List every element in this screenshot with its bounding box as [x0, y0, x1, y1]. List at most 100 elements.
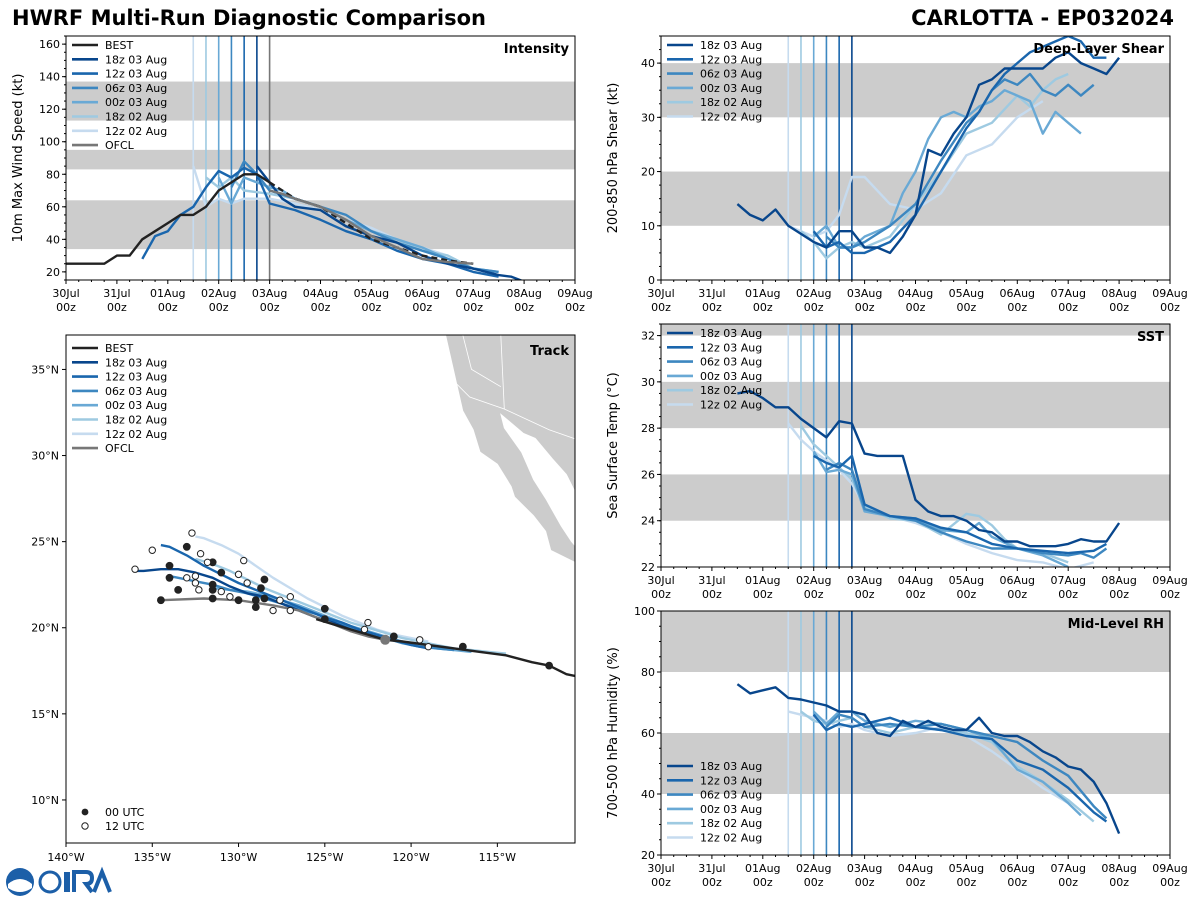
- legend-label: 18z 03 Aug: [105, 53, 167, 66]
- legend-label: OFCL: [105, 139, 135, 152]
- marker-00utc: [545, 661, 554, 670]
- marker-00utc: [320, 615, 329, 624]
- marker-12utc: [191, 572, 200, 580]
- x-tick-label: 00z: [855, 301, 875, 314]
- x-tick-label: 00z: [957, 588, 977, 601]
- x-tick-label: 00z: [753, 876, 773, 889]
- legend-label: 18z 03 Aug: [700, 39, 762, 52]
- shade-band: [661, 63, 1170, 118]
- legend-marker-00utc: [81, 808, 89, 816]
- y-tick-label: 60: [641, 727, 655, 740]
- series-line-r18z02: [800, 72, 1069, 260]
- x-tick-label: 05Aug: [354, 287, 389, 300]
- x-tick-label: 06Aug: [1000, 287, 1035, 300]
- y-axis: 20 40 60 80 100 120 140 160: [39, 35, 66, 281]
- marker-12utc: [196, 549, 205, 558]
- x-tick-label: 04Aug: [898, 287, 933, 300]
- marker-00utc: [458, 642, 467, 651]
- legend-label: 12z 03 Aug: [700, 341, 762, 354]
- marker-00utc: [251, 603, 260, 611]
- x-tick-label: 00z: [1160, 876, 1180, 889]
- marker-00utc: [174, 585, 183, 594]
- x-tick-label: 00z: [565, 301, 585, 314]
- shade-band: [661, 733, 1170, 794]
- marker-00utc: [251, 596, 260, 605]
- map-axes: 140°W 135°W 130°W 125°W 120°W 115°W 10°N 15°N 20…: [31, 363, 516, 864]
- panel-sst: 22242628303230Jul00z31Jul00z01Aug00z02Au…: [606, 323, 1188, 601]
- plot-area: [661, 36, 1170, 280]
- x-tick-label: 02Aug: [796, 287, 831, 300]
- marker-12utc: [286, 593, 295, 601]
- y-tick-label: 100: [39, 136, 60, 149]
- y-tick-label: 40: [46, 233, 60, 246]
- panel-rh: 2040608010030Jul00z31Jul00z01Aug00z02Aug…: [606, 605, 1188, 889]
- legend-label: 12z 02 Aug: [700, 832, 762, 845]
- y-tick-label: 30: [641, 376, 655, 389]
- x-tick-label: 00z: [906, 876, 926, 889]
- marker-12utc: [183, 574, 191, 582]
- marker-00utc: [208, 594, 217, 603]
- x-tick-label: 04Aug: [898, 574, 933, 587]
- marker-00utc: [320, 604, 329, 613]
- x-tick-label: 31Jul: [698, 574, 725, 587]
- y-tick-label: 10°N: [31, 794, 59, 807]
- marker-00utc: [165, 573, 174, 582]
- marker-00utc: [217, 568, 226, 577]
- marker-00utc: [182, 542, 191, 551]
- track-line-ofcl: [160, 597, 386, 641]
- shade-band: [66, 200, 575, 250]
- marker-12utc: [131, 565, 139, 573]
- y-tick-label: 30: [641, 111, 655, 124]
- y-tick-label: 25°N: [31, 536, 59, 549]
- marker-00utc: [389, 632, 398, 641]
- y-tick-label: 20: [641, 166, 655, 179]
- x-tick-label: 08Aug: [506, 287, 541, 300]
- x-tick-label: 00z: [753, 301, 773, 314]
- x-tick-label: 00z: [1007, 301, 1027, 314]
- x-tick-label: 09Aug: [1152, 862, 1187, 875]
- x-tick-label: 03Aug: [847, 287, 882, 300]
- marker-12utc: [240, 556, 248, 565]
- legend-label: 12z 03 Aug: [105, 371, 167, 384]
- legend-label: 00z 03 Aug: [700, 370, 762, 383]
- marker-12utc: [364, 618, 372, 627]
- series-line-r18z03: [255, 165, 524, 280]
- marker-12utc: [286, 606, 295, 615]
- border-line: [410, 335, 575, 440]
- marker-00utc: [234, 596, 243, 605]
- y-tick-label: 120: [39, 103, 60, 116]
- x-tick-label: 00z: [1160, 588, 1180, 601]
- x-tick-label: 30Jul: [647, 862, 674, 875]
- panel-title: Track: [530, 344, 569, 359]
- shade-band: [66, 81, 575, 121]
- x-tick-label: 00z: [957, 301, 977, 314]
- panel-shear: 01020304030Jul00z31Jul00z01Aug00z02Aug00…: [606, 35, 1188, 314]
- x-axis: 30Jul00z31Jul00z01Aug00z02Aug00z03Aug00z…: [647, 280, 1188, 314]
- x-tick-label: 08Aug: [1101, 574, 1136, 587]
- x-axis: 30Jul00z31Jul00z01Aug00z02Aug00z03Aug00z…: [52, 280, 593, 314]
- x-tick-label: 00z: [651, 301, 671, 314]
- y-axis-label: 200-850 hPa Shear (kt): [606, 83, 621, 234]
- x-tick-label: 07Aug: [1050, 287, 1085, 300]
- marker-00utc: [208, 580, 217, 589]
- noaa-wave-icon: [8, 879, 32, 892]
- x-tick-label: 00z: [158, 301, 178, 314]
- y-tick-label: 22: [641, 561, 655, 574]
- x-tick-label: 03Aug: [252, 287, 287, 300]
- cira-letter-icon: [64, 872, 70, 892]
- marker-12utc: [203, 558, 212, 567]
- x-tick-label: 00z: [906, 301, 926, 314]
- series-line-best: [66, 173, 271, 265]
- legend-label: OFCL: [105, 442, 135, 455]
- marker-00utc: [260, 575, 269, 584]
- x-tick-label: 01Aug: [745, 287, 780, 300]
- marker-12utc: [148, 546, 156, 554]
- y-tick-label: 100: [634, 605, 655, 618]
- marker-00utc: [156, 596, 165, 605]
- shade-band: [66, 149, 575, 170]
- series-line-ofcl: [269, 189, 474, 265]
- x-tick-label: 00z: [56, 301, 76, 314]
- border-line: [462, 335, 502, 388]
- x-axis: 30Jul00z31Jul00z01Aug00z02Aug00z03Aug00z…: [647, 855, 1188, 889]
